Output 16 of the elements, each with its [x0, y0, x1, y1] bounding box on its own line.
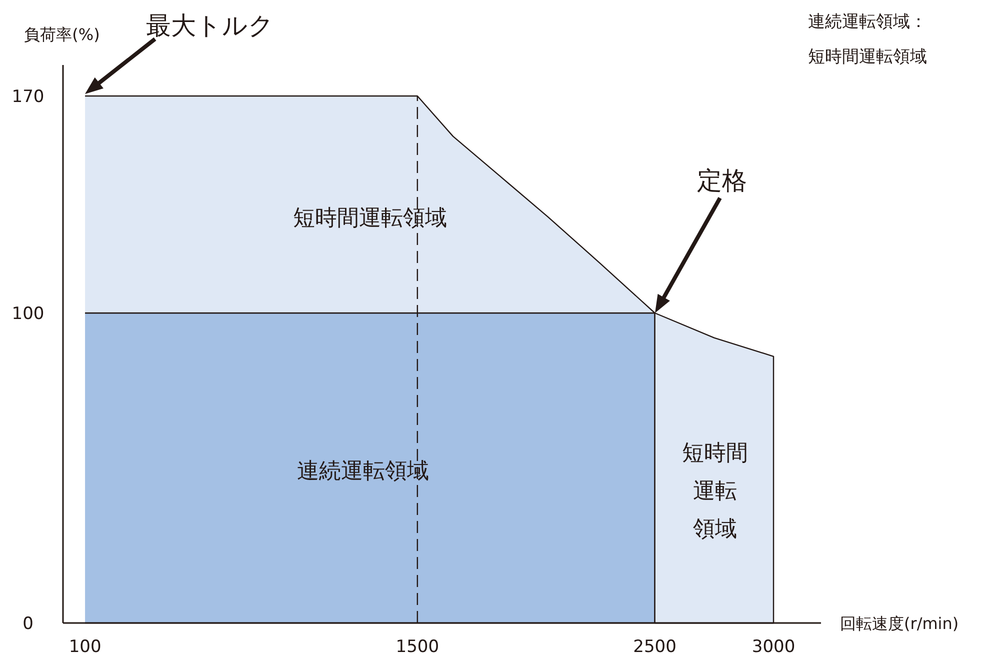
x-axis-title: 回転速度(r/min)	[840, 614, 959, 633]
annotation: 短時間	[682, 441, 748, 466]
x-tick-label: 100	[68, 637, 102, 654]
x-tick-label: 3000	[752, 637, 796, 654]
annotation: 領域	[693, 517, 737, 542]
y-tick-label: 170	[12, 87, 44, 107]
annotation: 短時間運転領域	[808, 47, 927, 67]
y-axis-title: 負荷率(%)	[24, 25, 100, 44]
x-tick-label: 1500	[396, 637, 440, 654]
text: 連続運転領域：	[808, 12, 927, 32]
text: 最大トルク	[146, 11, 274, 40]
y-tick-label: 0	[22, 614, 34, 634]
x-tick-label: 2500	[633, 637, 676, 654]
y-tick-label: 100	[12, 304, 44, 324]
annotation: 定格	[697, 166, 747, 195]
annotation: 運転	[693, 479, 737, 504]
